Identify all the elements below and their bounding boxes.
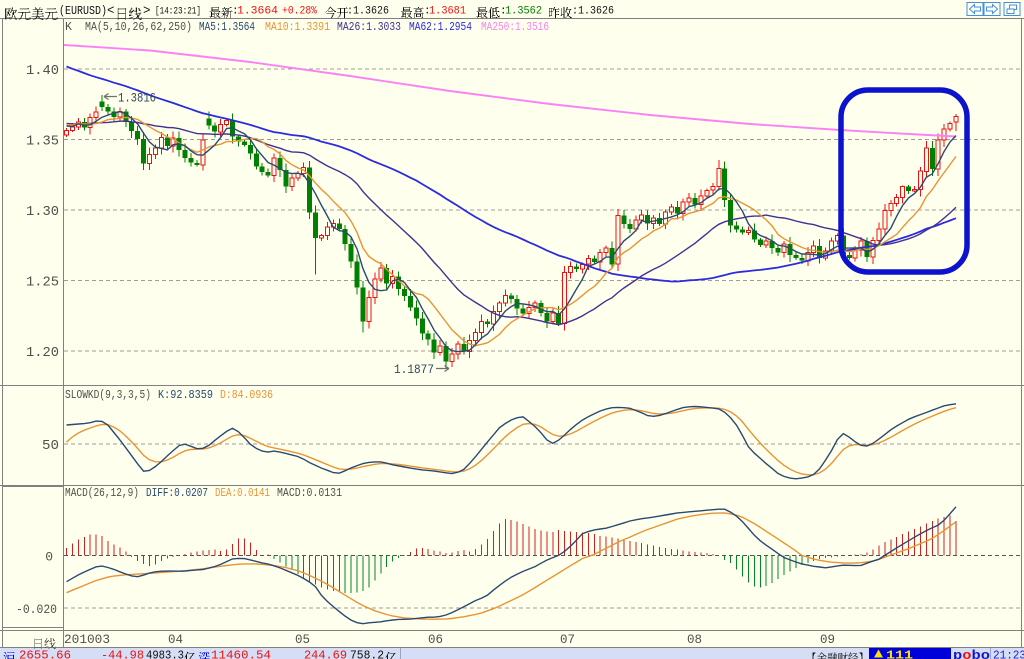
svg-text:244.69: 244.69 <box>304 650 347 659</box>
svg-text:1.35: 1.35 <box>26 134 59 150</box>
svg-text:1.3664: 1.3664 <box>237 6 278 18</box>
svg-text:pobo: pobo <box>953 648 990 659</box>
svg-text:1.40: 1.40 <box>26 63 59 79</box>
svg-text:D:84.0936: D:84.0936 <box>220 389 273 402</box>
svg-text:1.30: 1.30 <box>26 204 59 220</box>
svg-text::1.3626: :1.3626 <box>347 6 389 18</box>
svg-text:MACD(26,12,9): MACD(26,12,9) <box>65 487 139 500</box>
svg-text:MA(5,10,26,62,250): MA(5,10,26,62,250) <box>85 21 192 34</box>
svg-text:2655.66: 2655.66 <box>19 650 71 659</box>
svg-text:1.1877: 1.1877 <box>394 363 434 377</box>
svg-text:1.3562: 1.3562 <box>505 6 542 18</box>
svg-text:1.20: 1.20 <box>26 345 59 361</box>
svg-text::: : <box>500 6 507 18</box>
svg-text::: : <box>424 6 431 18</box>
svg-text:1.3816: 1.3816 <box>118 92 156 106</box>
svg-text:11460.54: 11460.54 <box>211 650 271 659</box>
svg-text:SLOWKD(9,3,3,5): SLOWKD(9,3,3,5) <box>65 389 151 402</box>
svg-text:MA5:1.3564: MA5:1.3564 <box>199 21 255 34</box>
svg-text::1.3626: :1.3626 <box>572 6 614 18</box>
svg-text:-0.020: -0.020 <box>16 603 57 617</box>
svg-text:MA10:1.3391: MA10:1.3391 <box>265 21 330 34</box>
svg-text:21:23: 21:23 <box>993 650 1024 659</box>
svg-text:50: 50 <box>42 438 59 454</box>
svg-text:(EURUSD): (EURUSD) <box>59 4 107 18</box>
svg-text::: : <box>232 6 239 18</box>
svg-text:MA26:1.3033: MA26:1.3033 <box>337 21 401 34</box>
svg-text:4983.3: 4983.3 <box>146 650 184 659</box>
svg-text:758.2: 758.2 <box>350 650 384 659</box>
svg-text:04: 04 <box>168 633 183 647</box>
svg-text:<: < <box>107 4 115 18</box>
svg-text:-44.98: -44.98 <box>101 650 144 659</box>
svg-text:09: 09 <box>820 633 835 647</box>
svg-text:+0.28%: +0.28% <box>282 6 317 18</box>
svg-text:[14:23:21]: [14:23:21] <box>155 6 201 18</box>
svg-text:K: K <box>65 21 72 34</box>
svg-text:0: 0 <box>45 550 53 565</box>
svg-text:111: 111 <box>886 649 913 659</box>
svg-text:08: 08 <box>687 633 702 647</box>
svg-text:K:92.8359: K:92.8359 <box>158 389 213 402</box>
svg-text:MACD:0.0131: MACD:0.0131 <box>277 487 342 500</box>
svg-text:201003: 201003 <box>64 633 110 647</box>
svg-text:MA62:1.2954: MA62:1.2954 <box>409 21 472 34</box>
svg-text:>: > <box>143 4 151 18</box>
svg-text:DEA:0.0141: DEA:0.0141 <box>215 487 270 500</box>
svg-text:1.3681: 1.3681 <box>429 6 466 18</box>
svg-text:07: 07 <box>560 633 575 647</box>
svg-text:05: 05 <box>295 633 310 647</box>
svg-text:1.25: 1.25 <box>26 275 59 291</box>
svg-text:MA250:1.3516: MA250:1.3516 <box>481 21 549 34</box>
svg-text:06: 06 <box>428 633 443 647</box>
svg-text:DIFF:0.0207: DIFF:0.0207 <box>146 487 208 500</box>
